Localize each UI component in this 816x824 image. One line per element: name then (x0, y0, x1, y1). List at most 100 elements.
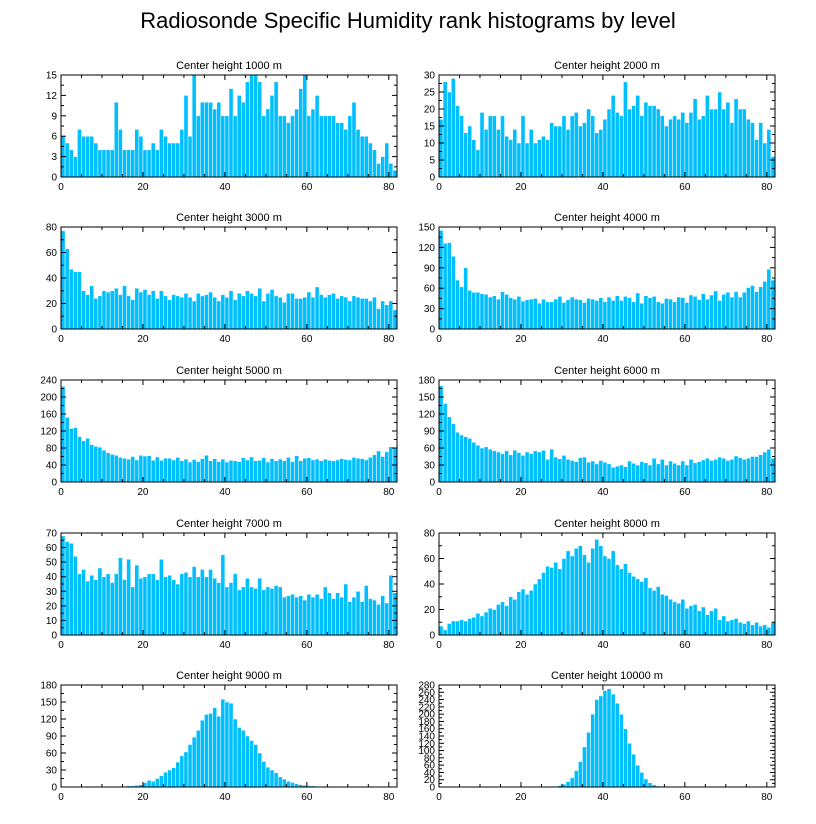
bar (598, 129, 604, 178)
bar (302, 74, 308, 178)
bar (68, 268, 74, 330)
y-tick-label: 240 (418, 695, 435, 706)
bar (154, 579, 160, 636)
y-tick-label: 140 (418, 732, 435, 743)
y-tick-label: 150 (418, 223, 435, 234)
x-tick-label: 40 (597, 792, 609, 803)
x-tick-label: 80 (761, 640, 773, 651)
x-tick-label: 20 (137, 487, 149, 498)
bar (770, 279, 776, 330)
bar (351, 295, 357, 330)
bar (101, 290, 107, 330)
bar (89, 135, 95, 178)
bar (163, 457, 168, 483)
bar (134, 459, 140, 483)
bar (204, 714, 209, 788)
panel-8: Center height 8000 m 0 20 40 60 80 0 20 40 60 80 (424, 518, 776, 651)
bar (269, 289, 275, 330)
bar (586, 298, 591, 330)
y-tick-label: 25 (424, 88, 436, 99)
panel-2: Center height 2000 m 0 20 40 60 80 0 5 10 15 20 25 3… (424, 60, 776, 193)
y-tick-label: 90 (424, 263, 436, 274)
bar (578, 457, 583, 483)
bar (163, 576, 168, 636)
bar (692, 462, 698, 483)
bar (676, 296, 682, 330)
bar (631, 753, 636, 788)
y-tick-label: 60 (424, 284, 436, 295)
bar (627, 460, 632, 483)
y-tick-label: 90 (46, 732, 58, 743)
bar (758, 454, 763, 483)
bar (754, 139, 759, 178)
y-tick-label: 0 (429, 173, 435, 184)
bar (553, 562, 559, 636)
bar (770, 457, 776, 483)
bar (487, 296, 493, 330)
bar (60, 386, 66, 483)
bar (725, 460, 731, 483)
bar (741, 108, 747, 178)
bar (512, 599, 518, 636)
bar (475, 444, 481, 483)
bar (126, 558, 131, 636)
bar (631, 105, 636, 178)
bar (159, 460, 164, 483)
bar (277, 115, 283, 178)
bar (758, 122, 763, 178)
bar (290, 115, 295, 178)
bar (93, 446, 99, 483)
y-tick-label: 0 (51, 478, 57, 489)
bar (578, 761, 583, 788)
bar (310, 596, 316, 636)
bar (249, 456, 254, 483)
bar (553, 125, 559, 178)
bar (479, 447, 485, 483)
bar (249, 293, 254, 330)
x-tick-label: 40 (597, 487, 609, 498)
bar (758, 625, 763, 636)
bar (446, 91, 452, 178)
bar (582, 456, 587, 483)
bar (286, 122, 291, 178)
bar (520, 588, 526, 636)
bar (245, 459, 250, 483)
x-tick-label: 60 (679, 792, 691, 803)
bar (692, 98, 698, 178)
x-tick-label: 20 (137, 792, 149, 803)
y-tick-label: 200 (40, 393, 57, 404)
bar (89, 285, 95, 330)
x-tick-label: 80 (383, 792, 395, 803)
bar (273, 460, 279, 483)
bar (310, 108, 316, 178)
y-tick-label: 3 (51, 152, 57, 163)
y-tick-label: 60 (424, 554, 436, 565)
bar (553, 456, 559, 483)
bar (347, 459, 353, 483)
bar (446, 242, 452, 330)
panel-4: Center height 4000 m 0 20 40 60 80 0 30 60 90 120 1… (418, 212, 776, 345)
x-tick-label: 60 (301, 792, 313, 803)
bar (545, 459, 550, 483)
bar (93, 142, 99, 178)
y-tick-label: 40 (46, 461, 58, 472)
bar (479, 293, 485, 330)
bar (335, 592, 340, 636)
bar (569, 296, 575, 330)
bar (126, 149, 131, 178)
bar (700, 115, 706, 178)
bar (179, 573, 185, 636)
bar (212, 108, 217, 178)
bar (688, 459, 694, 483)
bar (590, 713, 595, 788)
bar (77, 271, 82, 330)
bar (339, 458, 344, 483)
bar (306, 115, 312, 178)
bar (766, 627, 772, 636)
bar (541, 298, 546, 330)
bar (590, 548, 595, 636)
bar (573, 298, 579, 330)
panel-10: Center height 10000 m0 20 40 60 800204060801… (418, 670, 776, 803)
bar (253, 744, 258, 788)
bar (565, 129, 571, 178)
